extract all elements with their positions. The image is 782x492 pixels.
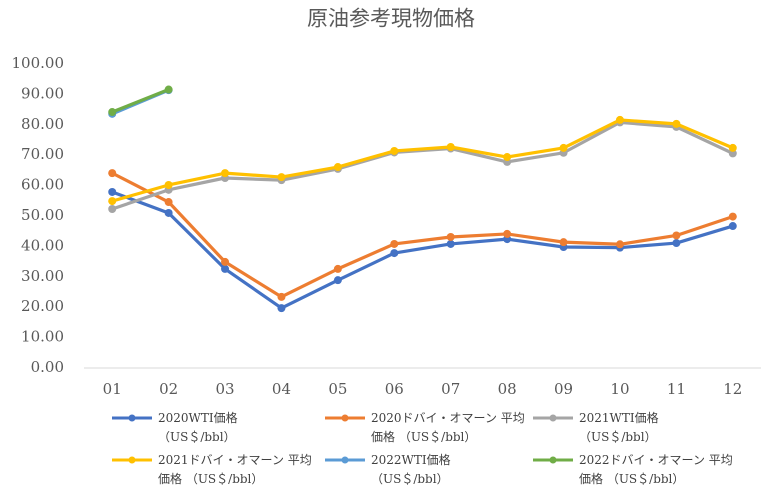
- data-point: [446, 239, 455, 248]
- data-point: [672, 119, 681, 128]
- legend-label: 2020WTI価格 （US＄/bbl）: [158, 411, 238, 444]
- legend-label: 2021WTI価格 （US＄/bbl）: [579, 411, 659, 444]
- legend-entry: 2020ドバイ・オマーン 平均価格 （US＄/bbl）: [323, 409, 528, 447]
- data-point: [277, 173, 286, 182]
- data-point: [559, 143, 568, 152]
- data-point: [108, 169, 117, 178]
- legend-marker: [341, 456, 349, 464]
- data-point: [221, 169, 230, 178]
- legend-entry: 2021WTI価格 （US＄/bbl）: [531, 409, 736, 447]
- data-point: [615, 115, 624, 124]
- y-tick-label: 90.00: [21, 84, 64, 102]
- x-tick-label: 10: [610, 380, 629, 398]
- y-tick-label: 0.00: [31, 358, 64, 376]
- legend-swatch: [533, 456, 573, 464]
- legend-entry: 2020WTI価格 （US＄/bbl）: [110, 409, 315, 447]
- legend-label: 2022ドバイ・オマーン 平均価格 （US＄/bbl）: [579, 453, 733, 486]
- series-line: [111, 190, 734, 310]
- legend-swatch: [325, 456, 365, 464]
- legend-marker: [128, 414, 136, 422]
- data-point: [108, 197, 117, 206]
- data-point: [164, 180, 173, 189]
- data-point: [503, 229, 512, 238]
- x-tick-label: 05: [328, 380, 347, 398]
- data-point: [164, 208, 173, 217]
- y-tick-label: 20.00: [21, 297, 64, 315]
- data-point: [559, 238, 568, 247]
- y-tick-label: 10.00: [21, 328, 64, 346]
- data-point: [221, 264, 230, 273]
- data-point: [164, 85, 173, 94]
- x-tick-label: 08: [498, 380, 517, 398]
- data-point: [390, 146, 399, 155]
- y-tick-label: 40.00: [21, 236, 64, 254]
- data-point: [728, 212, 737, 221]
- series-line: [111, 120, 734, 211]
- data-point: [333, 276, 342, 285]
- legend-label: 2020ドバイ・オマーン 平均価格 （US＄/bbl）: [371, 411, 525, 444]
- data-point: [728, 149, 737, 158]
- data-point: [108, 205, 117, 214]
- data-point: [446, 142, 455, 151]
- data-point: [390, 249, 399, 258]
- y-tick-label: 50.00: [21, 206, 64, 224]
- x-tick-label: 02: [159, 380, 178, 398]
- legend-marker: [341, 414, 349, 422]
- data-point: [446, 232, 455, 241]
- data-point: [333, 163, 342, 172]
- series-line: [111, 171, 734, 299]
- data-point: [615, 240, 624, 249]
- legend-entry: 2021ドバイ・オマーン 平均価格 （US＄/bbl）: [110, 451, 315, 489]
- data-point: [503, 153, 512, 162]
- series-line: [111, 88, 170, 114]
- data-point: [108, 108, 117, 117]
- data-point: [221, 257, 230, 266]
- x-tick-label: 01: [103, 380, 122, 398]
- x-tick-label: 06: [385, 380, 404, 398]
- legend-swatch: [325, 414, 365, 422]
- data-point: [333, 264, 342, 273]
- y-tick-label: 30.00: [21, 267, 64, 285]
- legend-label: 2021ドバイ・オマーン 平均価格 （US＄/bbl）: [158, 453, 312, 486]
- legend-marker: [549, 414, 557, 422]
- legend-swatch: [533, 414, 573, 422]
- legend-label: 2022WTI価格 （US＄/bbl）: [371, 453, 451, 486]
- data-point: [728, 222, 737, 231]
- legend-entry: 2022ドバイ・オマーン 平均価格 （US＄/bbl）: [531, 451, 736, 489]
- x-tick-label: 11: [667, 380, 686, 398]
- data-point: [728, 143, 737, 152]
- legend-marker: [128, 456, 136, 464]
- legend-entry: 2022WTI価格 （US＄/bbl）: [323, 451, 528, 489]
- y-tick-label: 60.00: [21, 176, 64, 194]
- data-point: [390, 239, 399, 248]
- x-tick-label: 04: [272, 380, 291, 398]
- legend-swatch: [112, 456, 152, 464]
- series-line: [111, 118, 734, 203]
- x-tick-label: 12: [723, 380, 742, 398]
- legend-swatch: [112, 414, 152, 422]
- y-tick-label: 80.00: [21, 115, 64, 133]
- x-tick-label: 09: [554, 380, 573, 398]
- data-point: [164, 198, 173, 207]
- x-tick-label: 07: [441, 380, 460, 398]
- data-point: [672, 239, 681, 248]
- y-tick-label: 70.00: [21, 145, 64, 163]
- data-point: [108, 187, 117, 196]
- data-point: [277, 304, 286, 313]
- data-point: [672, 231, 681, 240]
- legend-marker: [549, 456, 557, 464]
- data-point: [277, 292, 286, 301]
- y-tick-label: 100.00: [12, 54, 65, 72]
- x-tick-label: 03: [215, 380, 234, 398]
- chart-title: 原油参考現物価格: [307, 7, 475, 31]
